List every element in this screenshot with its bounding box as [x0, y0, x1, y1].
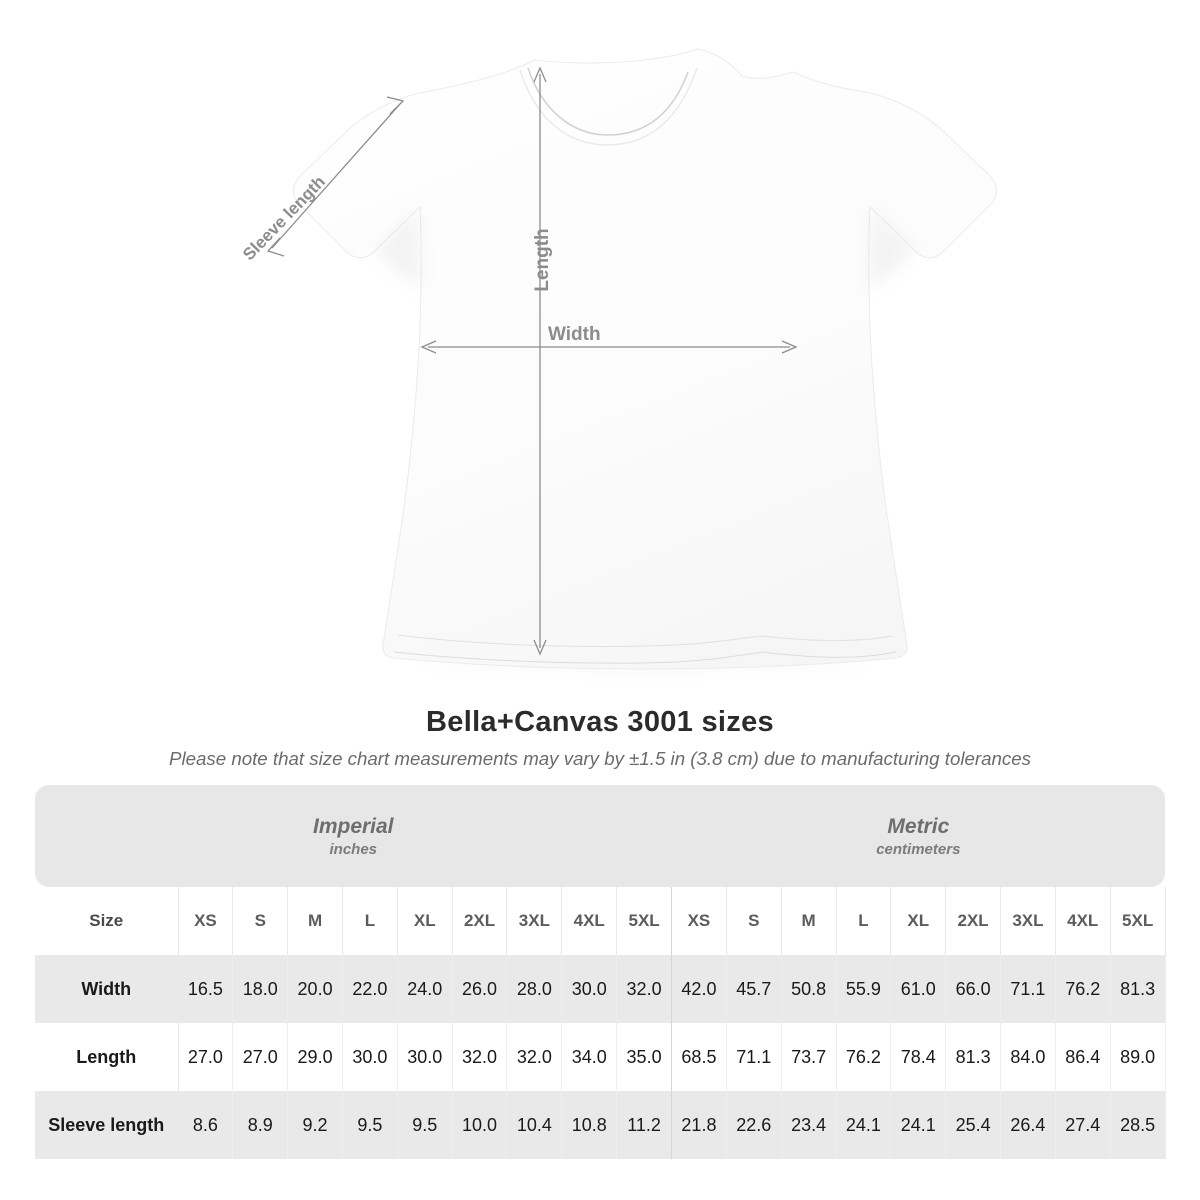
svg-text:Width: Width [548, 324, 601, 345]
svg-text:Length: Length [532, 228, 553, 291]
